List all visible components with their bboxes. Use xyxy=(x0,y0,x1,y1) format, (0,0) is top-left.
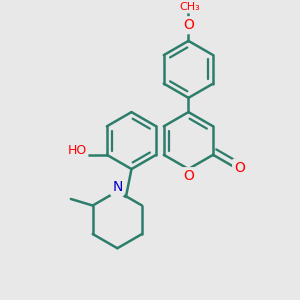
Text: O: O xyxy=(234,160,245,175)
Text: HO: HO xyxy=(67,144,86,157)
Text: N: N xyxy=(112,180,122,194)
Text: CH₃: CH₃ xyxy=(179,2,200,12)
Text: O: O xyxy=(183,18,194,32)
Text: O: O xyxy=(183,169,194,183)
